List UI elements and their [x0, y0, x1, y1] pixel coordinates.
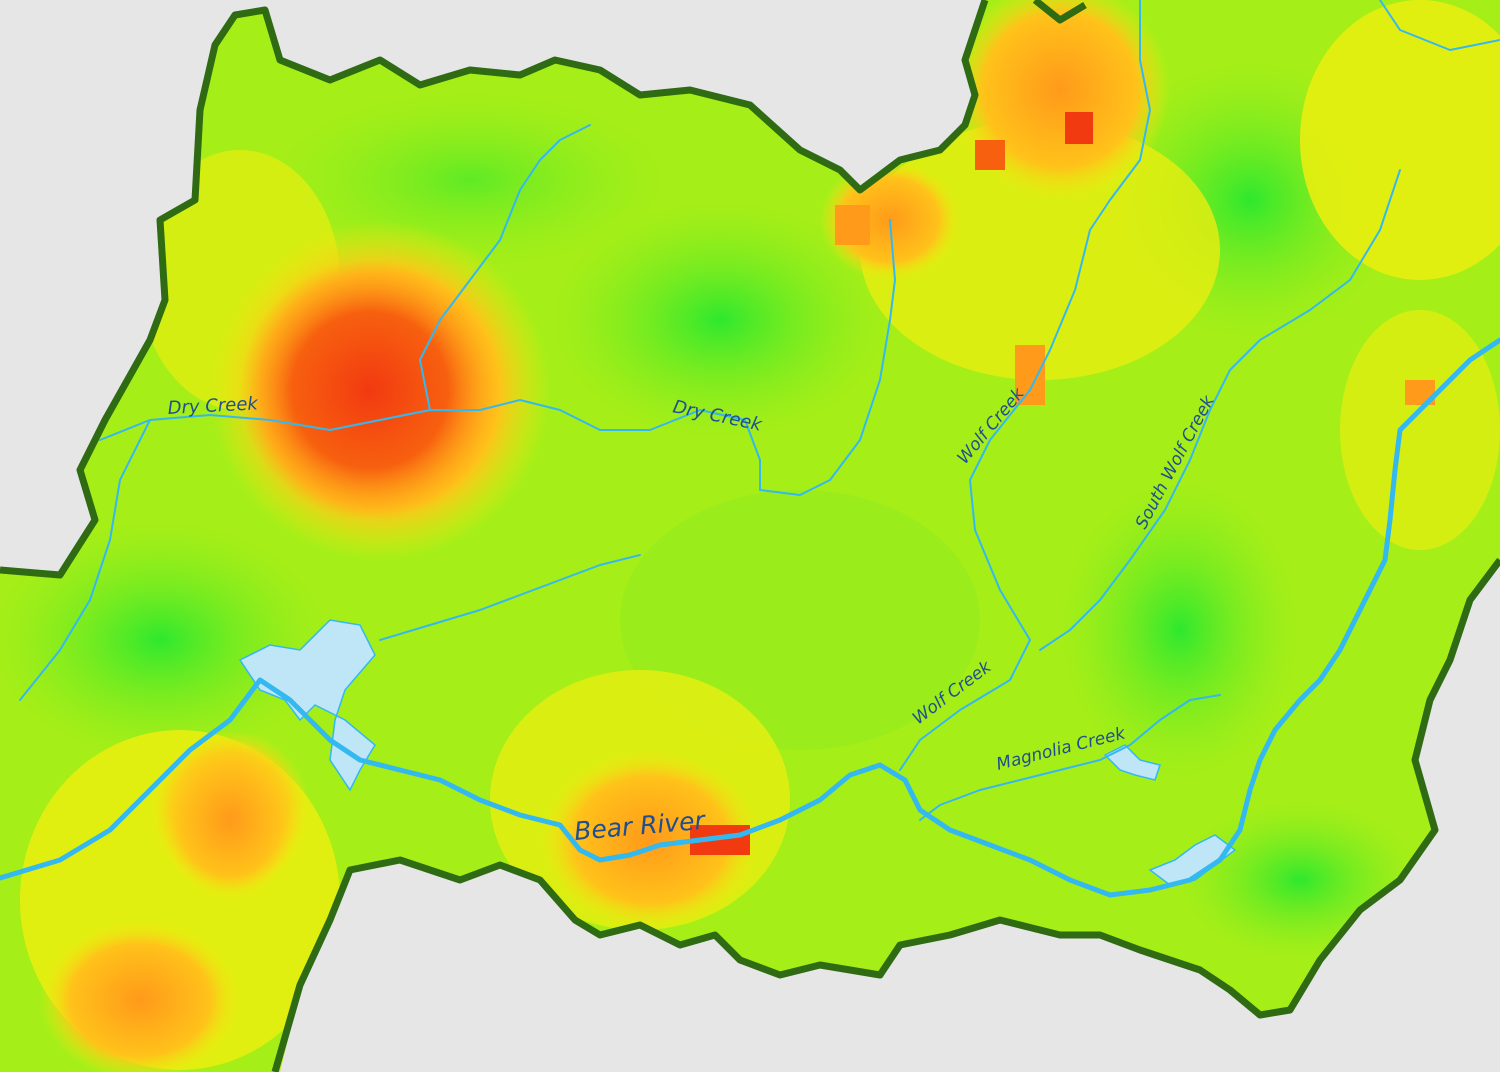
- bear-river: [0, 337, 1500, 898]
- reservoir-magnolia: [1103, 744, 1161, 781]
- south-wolf-creek-stream: [1039, 169, 1401, 651]
- stream-network: [19, 0, 1500, 821]
- wolf-creek-stream: [899, 0, 1151, 771]
- dry-creek-stream: [99, 219, 896, 496]
- label-dry-creek-west: Dry Creek: [167, 393, 260, 419]
- magnolia-creek-stream: [919, 694, 1221, 821]
